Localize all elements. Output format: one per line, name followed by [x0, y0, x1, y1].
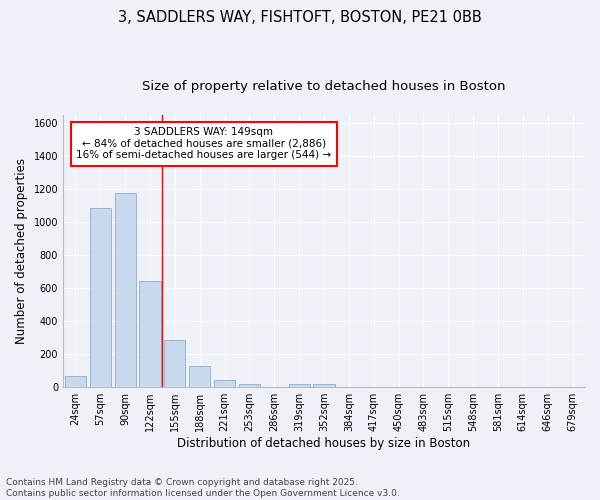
Bar	[115, 192, 136, 387]
Title: Size of property relative to detached houses in Boston: Size of property relative to detached ho…	[142, 80, 506, 93]
Y-axis label: Number of detached properties: Number of detached properties	[15, 158, 28, 344]
X-axis label: Distribution of detached houses by size in Boston: Distribution of detached houses by size …	[178, 437, 470, 450]
Bar	[239, 384, 260, 387]
Text: Contains HM Land Registry data © Crown copyright and database right 2025.
Contai: Contains HM Land Registry data © Crown c…	[6, 478, 400, 498]
Text: 3, SADDLERS WAY, FISHTOFT, BOSTON, PE21 0BB: 3, SADDLERS WAY, FISHTOFT, BOSTON, PE21 …	[118, 10, 482, 25]
Bar	[214, 380, 235, 387]
Bar	[164, 340, 185, 387]
Bar	[189, 366, 211, 387]
Bar	[90, 208, 111, 387]
Bar	[313, 384, 335, 387]
Bar	[139, 281, 161, 387]
Bar	[65, 376, 86, 387]
Bar	[289, 384, 310, 387]
Text: 3 SADDLERS WAY: 149sqm
← 84% of detached houses are smaller (2,886)
16% of semi-: 3 SADDLERS WAY: 149sqm ← 84% of detached…	[76, 127, 332, 160]
